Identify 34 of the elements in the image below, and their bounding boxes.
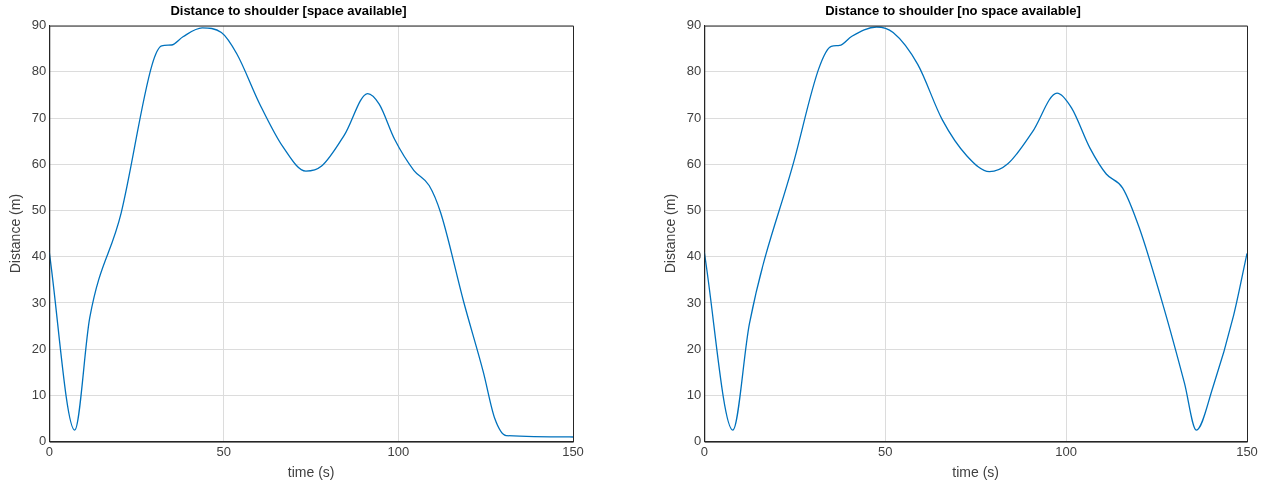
y-tick-label: 30: [686, 294, 702, 310]
y-tick-label: 60: [686, 155, 702, 171]
y-tick-label: 50: [31, 202, 47, 218]
x-axis-title: time (s): [952, 464, 999, 481]
y-tick-label: 40: [686, 248, 702, 264]
y-tick-label: 90: [31, 17, 47, 33]
x-axis-title: time (s): [287, 464, 335, 481]
y-tick-label: 70: [31, 109, 47, 125]
y-tick-label: 60: [31, 155, 47, 171]
line-series: [49, 27, 573, 438]
x-tick-label: 100: [1055, 443, 1077, 459]
y-tick-label: 40: [31, 248, 47, 264]
y-tick-label: 10: [31, 386, 47, 402]
y-tick-label: 80: [31, 63, 47, 79]
y-tick-label: 0: [694, 433, 702, 449]
line-series: [704, 26, 1247, 431]
y-tick-label: 90: [686, 17, 702, 33]
y-tick-label: 20: [31, 340, 47, 356]
x-tick-label: 50: [216, 443, 232, 459]
y-tick-label: 0: [39, 433, 47, 449]
y-tick-label: 80: [686, 63, 702, 79]
y-tick-label: 20: [686, 340, 702, 356]
y-tick-label: 70: [686, 109, 702, 125]
x-tick-label: 50: [877, 443, 893, 459]
y-tick-label: 30: [31, 294, 47, 310]
chart-title: Distance to shoulder [space available]: [170, 3, 407, 19]
y-tick-label: 50: [686, 202, 702, 218]
y-axis-title: Distance (m): [662, 193, 679, 274]
chart-title: Distance to shoulder [no space available]: [825, 3, 1081, 19]
y-axis-title: Distance (m): [7, 193, 24, 274]
x-tick-label: 150: [1236, 443, 1258, 459]
x-tick-label: 100: [387, 443, 410, 459]
x-tick-label: 150: [562, 443, 584, 459]
y-tick-label: 10: [686, 386, 702, 402]
